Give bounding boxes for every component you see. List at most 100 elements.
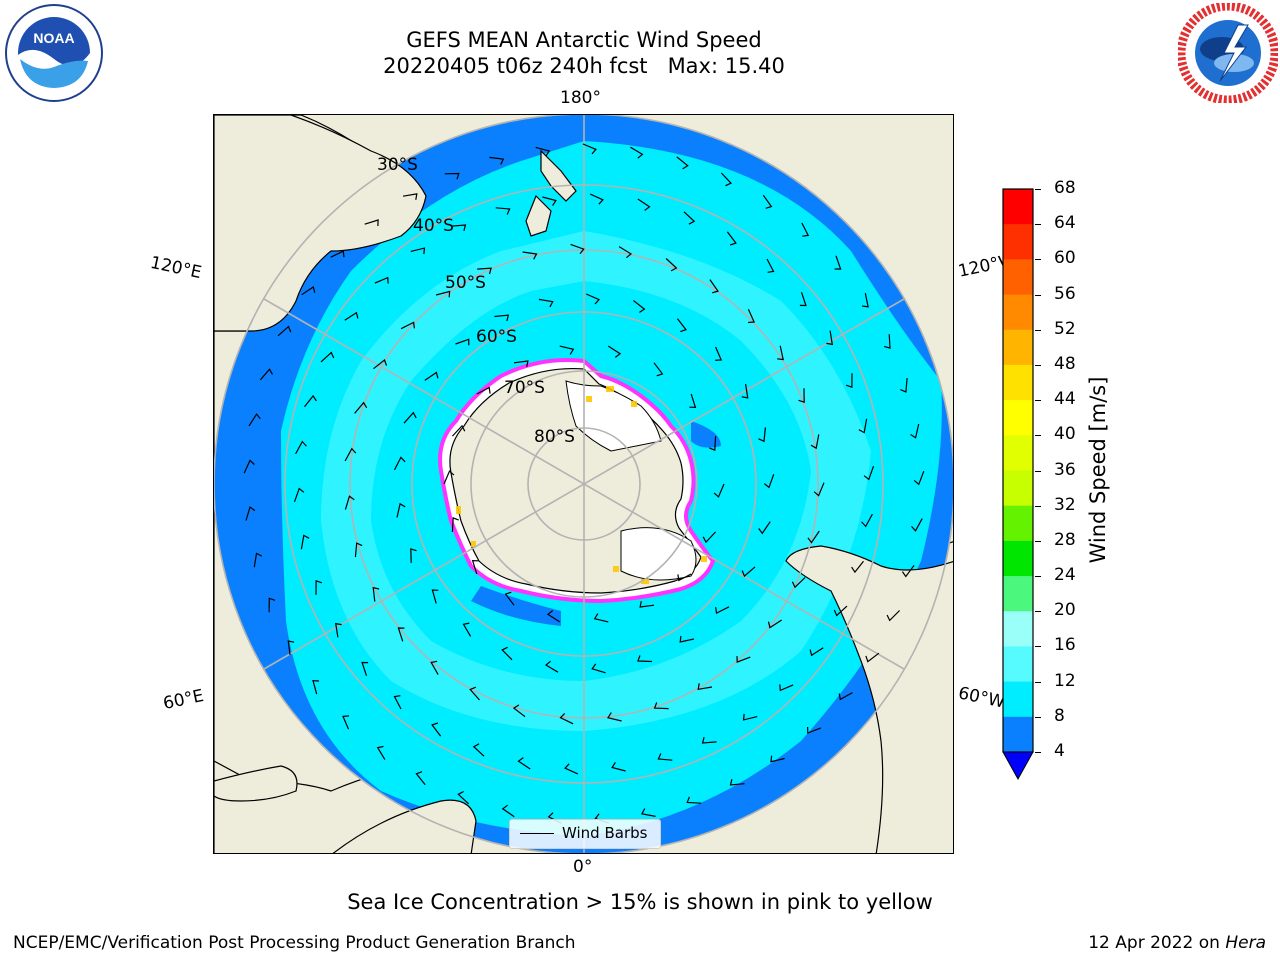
- wind-barb: [826, 330, 834, 346]
- colorbar-segment: [1003, 224, 1033, 260]
- wind-barb: [330, 250, 345, 258]
- wind-barb: [593, 613, 609, 623]
- wind-barb: [639, 600, 655, 608]
- wind-barb: [801, 222, 810, 237]
- wind-barb: [607, 345, 622, 358]
- colorbar-segment: [1003, 294, 1033, 331]
- wind-barb: [697, 683, 713, 691]
- wind-barb: [517, 757, 531, 770]
- colorbar-segment: [1003, 681, 1033, 718]
- wind-barb: [472, 743, 485, 757]
- wind-barb: [701, 737, 717, 744]
- date-line: 12 Apr 2022 on Hera: [1088, 933, 1266, 953]
- wind-barb: [354, 401, 368, 414]
- wind-barb: [762, 194, 773, 209]
- wind-barb: [451, 517, 459, 532]
- wind-barb: [410, 247, 426, 255]
- colorbar-tick-mark: [1035, 576, 1041, 578]
- colorbar-tick-label: 24: [1054, 565, 1076, 586]
- wind-barb: [364, 219, 379, 227]
- wind-barb: [657, 753, 673, 761]
- wind-barb: [410, 548, 417, 563]
- wind-barb: [813, 482, 825, 497]
- wind-barb: [312, 679, 320, 695]
- wind-barb: [618, 246, 633, 259]
- wind-barb: [637, 198, 651, 211]
- wind-barb: [513, 360, 529, 368]
- madagascar-land: [214, 765, 298, 802]
- wind-barb: [546, 610, 561, 623]
- lon-label-180: 180°: [560, 88, 601, 108]
- nz-south-island: [525, 194, 552, 237]
- colorbar-tick-label: 16: [1054, 635, 1076, 656]
- wind-barb: [504, 591, 515, 606]
- colorbar-tick-mark: [1035, 716, 1041, 718]
- wind-barb: [544, 660, 559, 673]
- wind-barb: [361, 661, 369, 676]
- wind-barb: [248, 413, 261, 427]
- wind-barb: [457, 790, 470, 805]
- wind-barb: [471, 559, 479, 575]
- colorbar-segment: [1003, 259, 1033, 296]
- wind-barb: [591, 663, 606, 674]
- polar-map: 30°S 40°S 50°S 60°S 70°S 80°S: [214, 115, 953, 853]
- lat-label-80s: 80°S: [534, 427, 575, 447]
- wind-barb: [501, 646, 513, 661]
- colorbar-outline: [1002, 188, 1034, 753]
- colorbar-tick-label: 48: [1054, 353, 1076, 374]
- wind-barb: [910, 423, 920, 439]
- colorbar-tick-label: 4: [1054, 741, 1065, 761]
- wind-barb: [807, 530, 820, 544]
- wind-barb: [807, 726, 822, 734]
- wind-barb: [665, 258, 678, 272]
- lat-label-50s: 50°S: [445, 273, 486, 293]
- graticule: [214, 115, 953, 853]
- wind-barb: [633, 300, 646, 313]
- wind-barb: [810, 434, 820, 450]
- wind-barb: [277, 325, 292, 337]
- wind-barb: [861, 513, 873, 528]
- lat-label-40s: 40°S: [413, 216, 454, 236]
- wind-barb: [376, 745, 386, 760]
- wind-barb: [564, 763, 579, 775]
- colorbar-segment: [1003, 716, 1033, 753]
- colorbar-tick-mark: [1035, 752, 1041, 753]
- wind-barb: [415, 771, 426, 786]
- chart-title: GEFS MEAN Antarctic Wind Speed: [406, 28, 762, 52]
- colorbar-tick-mark: [1035, 470, 1041, 472]
- wind-barb: [287, 640, 295, 655]
- wind-barb: [686, 796, 702, 804]
- wind-barb: [770, 755, 785, 763]
- nz-north-island: [540, 149, 577, 202]
- wind-barb: [476, 386, 491, 395]
- wind-barb: [777, 345, 784, 361]
- wind-barb: [763, 474, 775, 489]
- wind-barb: [607, 712, 622, 722]
- colorbar-segment: [1003, 540, 1033, 577]
- colorbar-tick-label: 52: [1054, 318, 1076, 339]
- wind-barb: [736, 656, 751, 663]
- wind-barb: [911, 518, 923, 532]
- noaa-logo: NOAA: [5, 4, 103, 102]
- colorbar-tick-label: 32: [1054, 494, 1076, 515]
- sea-ice-high: [456, 386, 707, 584]
- wind-barb: [582, 143, 597, 155]
- wind-barb: [396, 502, 406, 518]
- legend-label: Wind Barbs: [562, 824, 648, 842]
- lat-label-70s: 70°S: [504, 378, 545, 398]
- wind-barb: [862, 292, 869, 308]
- colorbar-segment: [1003, 364, 1033, 401]
- wind-barb: [630, 146, 644, 159]
- colorbar-tick-label: 44: [1054, 389, 1076, 410]
- wind-barb: [315, 579, 322, 595]
- wind-barb: [243, 459, 255, 474]
- wind-barb: [268, 597, 276, 613]
- lat-label-60s: 60°S: [476, 327, 517, 347]
- wind-barb: [611, 762, 626, 772]
- wind-barb: [758, 521, 771, 535]
- colorbar-tick-mark: [1035, 611, 1041, 613]
- wind-barb: [779, 684, 794, 692]
- colorbar-segment: [1003, 400, 1033, 436]
- wind-barb: [293, 487, 305, 503]
- wind-barb: [344, 311, 359, 321]
